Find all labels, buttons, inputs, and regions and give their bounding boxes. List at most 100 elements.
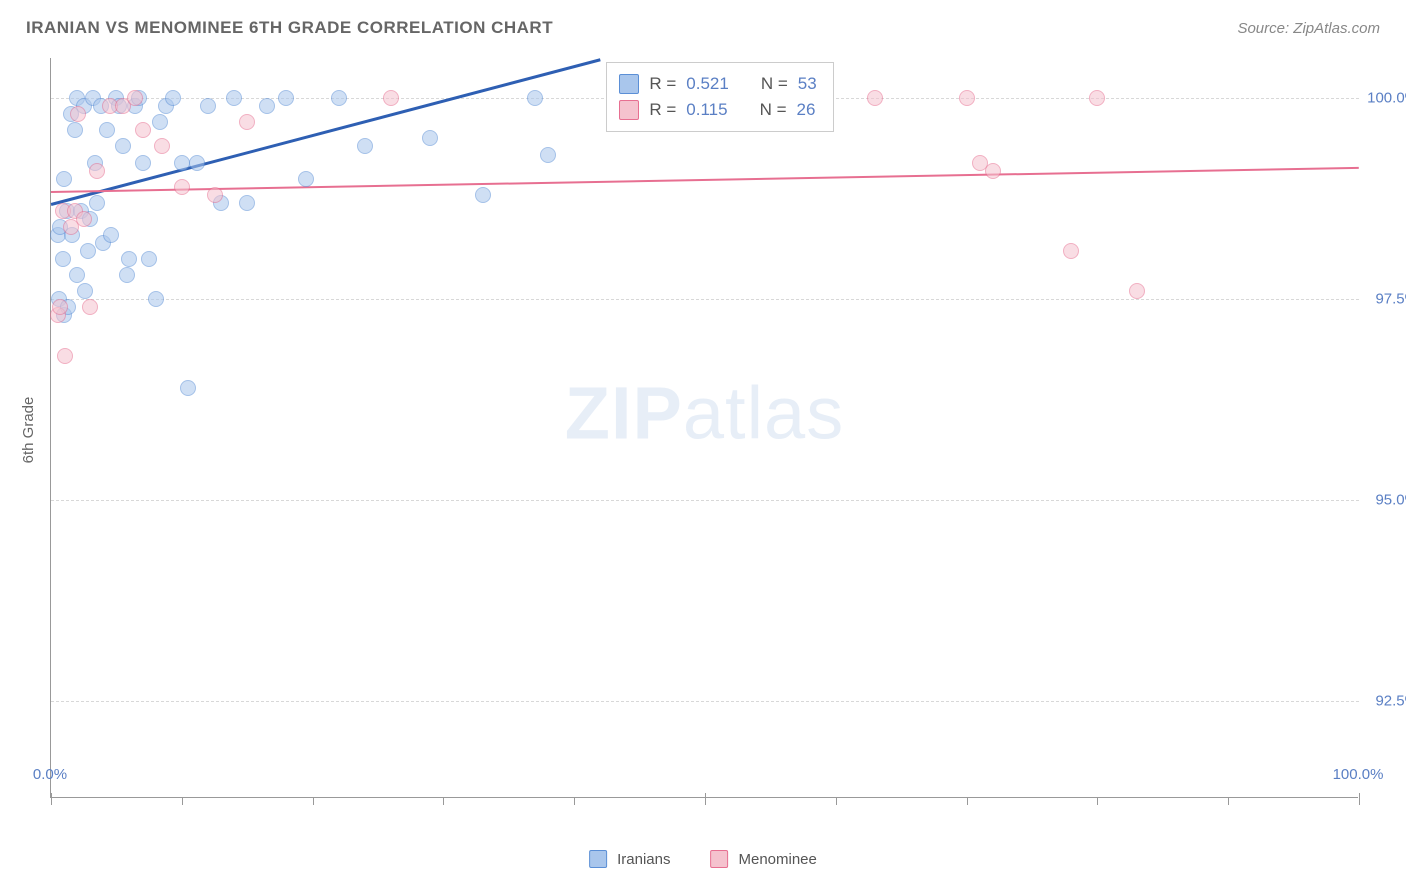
legend-r-label: R = [649, 100, 676, 120]
x-tick [967, 797, 968, 805]
watermark: ZIPatlas [565, 370, 844, 455]
y-tick-label: 97.5% [1375, 291, 1406, 308]
legend-swatch-icon [619, 100, 639, 120]
scatter-point [77, 283, 93, 299]
legend-n-value: 53 [798, 74, 817, 94]
x-tick [182, 797, 183, 805]
scatter-point [226, 90, 242, 106]
scatter-point [259, 98, 275, 114]
y-tick-label: 95.0% [1375, 492, 1406, 509]
chart-title: IRANIAN VS MENOMINEE 6TH GRADE CORRELATI… [26, 18, 553, 38]
legend-label: Menominee [738, 851, 816, 868]
gridline [51, 701, 1359, 702]
scatter-point [383, 90, 399, 106]
scatter-point [99, 122, 115, 138]
scatter-point [141, 251, 157, 267]
legend-n-label: N = [761, 74, 788, 94]
scatter-point [527, 90, 543, 106]
scatter-point [331, 90, 347, 106]
scatter-point [121, 251, 137, 267]
scatter-point [985, 163, 1001, 179]
legend-row: R = 0.521 N = 53 [619, 71, 816, 97]
legend-swatch-icon [589, 850, 607, 868]
scatter-point [200, 98, 216, 114]
x-tick [1097, 797, 1098, 805]
watermark-light: atlas [683, 371, 844, 454]
scatter-point [959, 90, 975, 106]
bottom-legend-item: Iranians [589, 850, 670, 868]
chart-area: ZIPatlas 92.5%95.0%97.5%100.0%R =0.521N … [50, 58, 1358, 798]
watermark-bold: ZIP [565, 371, 683, 454]
scatter-point [239, 195, 255, 211]
scatter-point [103, 227, 119, 243]
scatter-point [357, 138, 373, 154]
scatter-point [154, 138, 170, 154]
x-tick [443, 797, 444, 805]
scatter-point [52, 299, 68, 315]
scatter-point [55, 251, 71, 267]
scatter-point [1129, 283, 1145, 299]
y-tick-label: 92.5% [1375, 693, 1406, 710]
scatter-point [119, 267, 135, 283]
scatter-point [69, 267, 85, 283]
scatter-point [70, 106, 86, 122]
scatter-point [165, 90, 181, 106]
scatter-point [180, 380, 196, 396]
scatter-point [67, 122, 83, 138]
scatter-point [152, 114, 168, 130]
scatter-point [127, 90, 143, 106]
x-tick-label: 0.0% [33, 766, 67, 783]
legend-swatch-icon [710, 850, 728, 868]
scatter-point [278, 90, 294, 106]
header: IRANIAN VS MENOMINEE 6TH GRADE CORRELATI… [0, 0, 1406, 48]
scatter-point [189, 155, 205, 171]
scatter-point [239, 114, 255, 130]
gridline [51, 500, 1359, 501]
scatter-point [207, 187, 223, 203]
scatter-point [867, 90, 883, 106]
scatter-point [80, 243, 96, 259]
scatter-point [540, 147, 556, 163]
scatter-point [89, 163, 105, 179]
x-tick [705, 793, 706, 805]
x-tick [313, 797, 314, 805]
legend-row: R = 0.115 N = 26 [619, 97, 816, 123]
scatter-point [174, 155, 190, 171]
legend-r-value: 0.115 [686, 100, 727, 120]
trendline-menominee [51, 167, 1359, 193]
scatter-point [135, 122, 151, 138]
bottom-legend-item: Menominee [710, 850, 816, 868]
scatter-point [82, 299, 98, 315]
scatter-point [135, 155, 151, 171]
scatter-point [422, 130, 438, 146]
x-tick [1228, 797, 1229, 805]
scatter-point [57, 348, 73, 364]
scatter-point [475, 187, 491, 203]
scatter-point [89, 195, 105, 211]
scatter-point [1063, 243, 1079, 259]
scatter-point [1089, 90, 1105, 106]
x-tick [574, 797, 575, 805]
gridline [51, 299, 1359, 300]
bottom-legend: Iranians Menominee [589, 850, 817, 868]
legend-n-value: 26 [797, 100, 816, 120]
scatter-point [174, 179, 190, 195]
plot-region: ZIPatlas 92.5%95.0%97.5%100.0%R =0.521N … [50, 58, 1358, 798]
legend-r-value: 0.521 [686, 74, 729, 94]
y-axis-label: 6th Grade [20, 397, 37, 464]
scatter-point [115, 138, 131, 154]
legend-label: Iranians [617, 851, 670, 868]
x-tick-label: 100.0% [1333, 766, 1384, 783]
legend-n-label: N = [760, 100, 787, 120]
legend-r-label: R = [649, 74, 676, 94]
source-label: Source: ZipAtlas.com [1237, 20, 1380, 37]
legend-swatch-icon [619, 74, 639, 94]
x-tick [1359, 793, 1360, 805]
scatter-point [56, 171, 72, 187]
correlation-legend: R = 0.521 N = 53 R = 0.115 N = 26 [606, 62, 833, 132]
x-tick [51, 793, 52, 805]
y-tick-label: 100.0% [1367, 90, 1406, 107]
x-tick [836, 797, 837, 805]
scatter-point [148, 291, 164, 307]
scatter-point [298, 171, 314, 187]
